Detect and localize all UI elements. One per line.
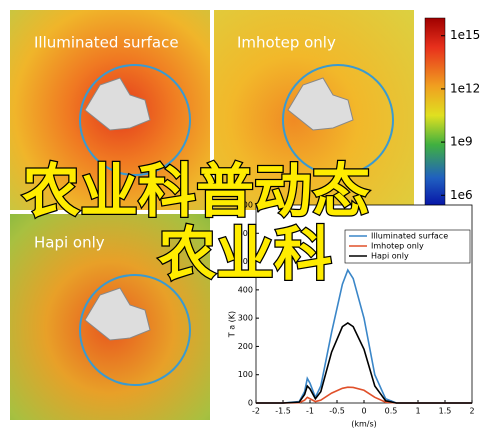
orbit: [282, 64, 394, 176]
y-axis-label: T a (K): [228, 311, 237, 338]
x-tick-label: -1: [306, 407, 314, 416]
panel-title: Illuminated surface: [34, 34, 179, 52]
comet: [287, 77, 354, 131]
legend-label: Hapi only: [371, 252, 409, 261]
x-tick-label: -1.5: [275, 407, 291, 416]
y-tick-label: 700: [238, 201, 253, 210]
series-line: [256, 268, 472, 404]
colorbar-tick-label: 1e9: [450, 135, 473, 149]
panel: Hapi only: [10, 214, 210, 420]
panel: Imhotep only: [214, 10, 414, 210]
x-axis-label: (km/s): [351, 420, 377, 429]
y-tick-label: 100: [238, 370, 253, 379]
x-tick-label: 0.5: [385, 407, 398, 416]
line-chart: -2 -1.5 -1 -0.5 0 0.5 1 1.5 2 0 100 200 300 400 500 600…: [228, 201, 475, 429]
panel: Illuminated surface: [10, 10, 210, 210]
x-tick-label: -0.5: [329, 407, 345, 416]
y-tick-label: 400: [238, 285, 253, 294]
colorbar-tick-label: 1e6: [450, 188, 473, 202]
y-tick-label: 600: [238, 229, 253, 238]
y-tick-label: 500: [238, 257, 253, 266]
legend-label: Imhotep only: [371, 242, 424, 251]
x-tick-label: 0: [361, 407, 366, 416]
y-tick-label: 0: [248, 399, 253, 408]
x-tick-label: 1: [415, 407, 420, 416]
colorbar-tick-label: 1e15: [450, 28, 480, 42]
series-line: [256, 321, 472, 404]
x-tick-label: 2: [469, 407, 474, 416]
y-tick-label: 300: [238, 314, 253, 323]
colorbar-ticks: 1e15 1e12 1e9 1e6: [441, 28, 480, 202]
orbit: [79, 274, 191, 386]
x-tick-label: -2: [252, 407, 260, 416]
overlay-text: 农业科: [158, 220, 332, 288]
orbit: [79, 64, 191, 176]
colorbar-tick-label: 1e12: [450, 81, 480, 95]
series-line: [256, 386, 472, 404]
comet: [84, 77, 151, 131]
comet: [84, 287, 151, 341]
panel-title: Hapi only: [34, 234, 105, 252]
colorbar: [424, 17, 446, 214]
legend-label: Illuminated surface: [371, 232, 448, 241]
panel-title: Imhotep only: [237, 34, 336, 52]
x-tick-label: 1.5: [439, 407, 452, 416]
y-tick-label: 200: [238, 342, 253, 351]
overlay-text: 农业科普动态: [22, 157, 370, 225]
